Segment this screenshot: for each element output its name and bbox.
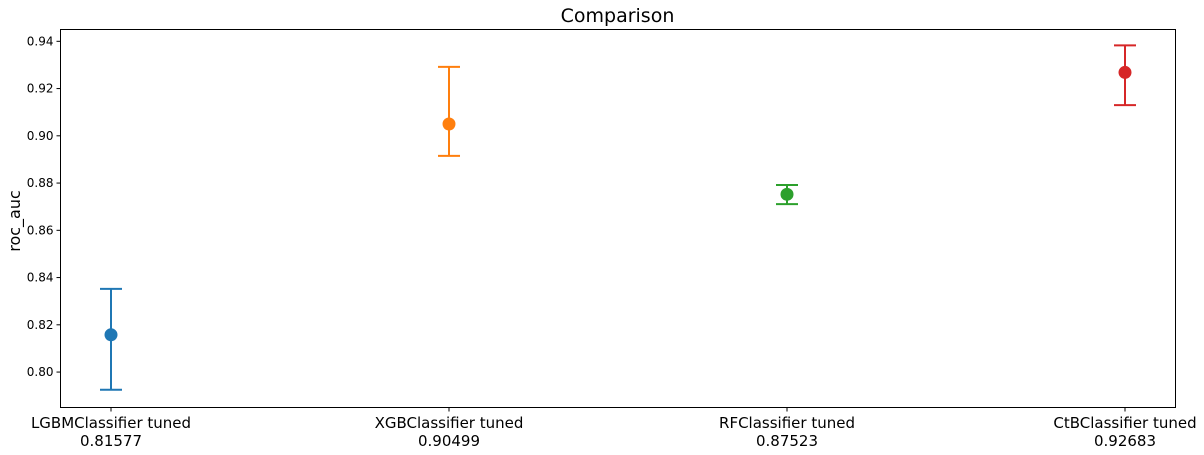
x-tick-label-score: 0.81577 [80,432,142,450]
y-tick-label: 0.92 [27,82,54,96]
y-tick-label: 0.90 [27,129,54,143]
data-point [104,328,118,342]
y-tick-label: 0.80 [27,365,54,379]
plot-area-frame [60,29,1176,408]
y-tick-label: 0.82 [27,318,54,332]
x-tick-label-category: LGBMClassifier tuned [31,414,191,432]
data-point [1118,65,1132,79]
x-tick-label-score: 0.87523 [756,432,818,450]
data-point [780,187,794,201]
y-tick-label: 0.86 [27,223,54,237]
chart-title: Comparison [561,5,675,27]
y-tick-label: 0.94 [27,34,54,48]
x-tick-label-category: RFClassifier tuned [719,414,855,432]
data-marks [100,44,1136,391]
data-point [442,117,456,131]
x-tick-label-category: XGBClassifier tuned [375,414,524,432]
y-tick-label: 0.88 [27,176,54,190]
x-tick-label-category: CtBClassifier tuned [1053,414,1196,432]
y-axis-label: roc_auc [5,190,25,252]
x-tick-label-score: 0.92683 [1094,432,1156,450]
y-axis-ticks: 0.80 0.82 0.84 0.86 0.88 0.90 0.92 0.94 [27,34,61,379]
y-tick-label: 0.84 [27,271,54,285]
x-tick-label-score: 0.90499 [418,432,480,450]
